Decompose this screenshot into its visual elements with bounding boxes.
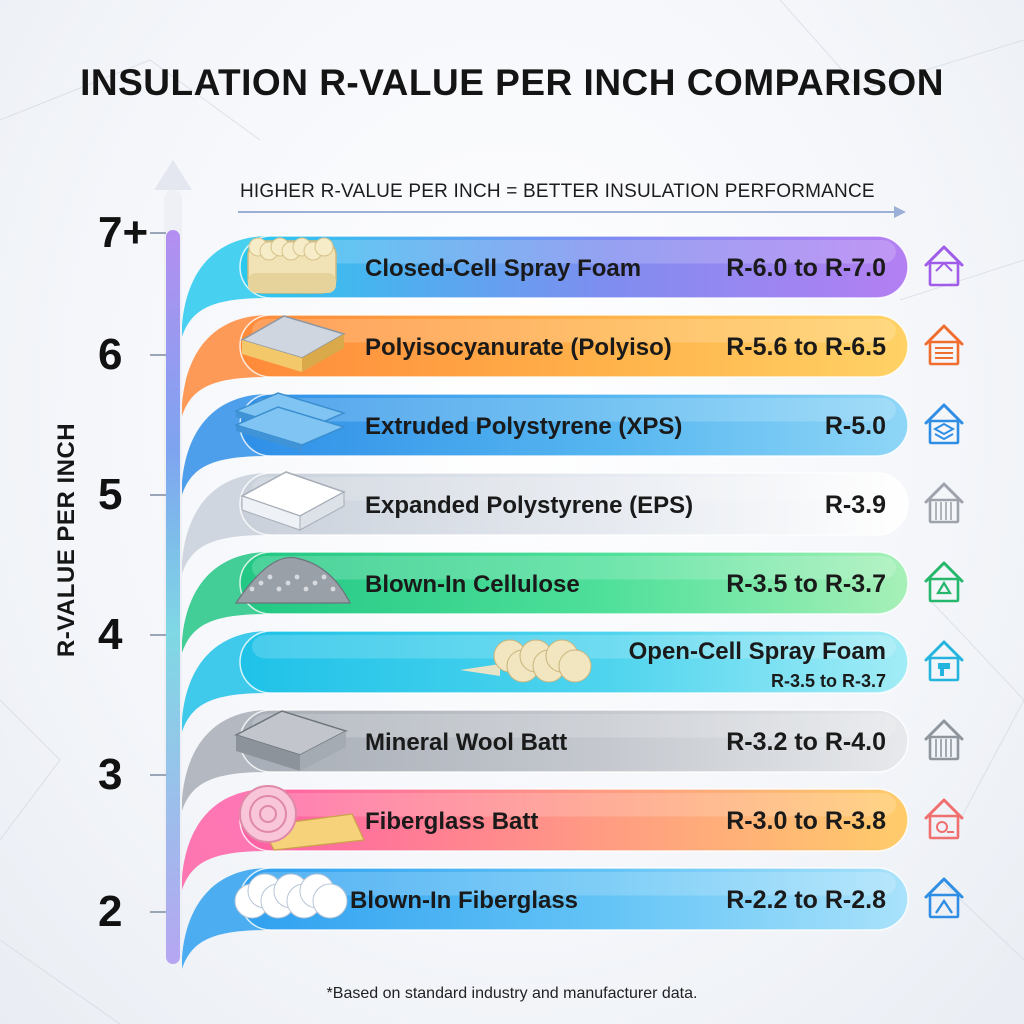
y-tick-label: 3 xyxy=(98,750,123,799)
chart-subtitle: HIGHER R-VALUE PER INCH = BETTER INSULAT… xyxy=(240,181,875,202)
foam-cloud-icon xyxy=(460,639,592,683)
category-label: Closed-Cell Spray Foam xyxy=(365,255,641,282)
xps-boards-icon xyxy=(233,392,347,451)
mineral-wool-slab-icon xyxy=(234,710,348,771)
house-spray-gun-icon xyxy=(924,640,964,682)
category-label: Mineral Wool Batt xyxy=(365,729,567,756)
footnote: *Based on standard industry and manufact… xyxy=(326,985,698,1002)
category-label: Fiberglass Batt xyxy=(365,808,538,835)
house-roll-icon xyxy=(924,798,964,840)
bar-row: Polyisocyanurate (Polyiso) R-5.6 to R-6.5 xyxy=(182,314,964,416)
house-stack-icon xyxy=(924,403,964,445)
bar-row: Mineral Wool Batt R-3.2 to R-4.0 xyxy=(182,709,964,811)
house-wool-icon xyxy=(924,719,964,761)
value-label: R-5.0 xyxy=(825,412,886,440)
bar xyxy=(239,472,909,536)
eps-block-icon xyxy=(240,471,346,531)
bar-row: Expanded Polystyrene (EPS) R-3.9 xyxy=(182,471,964,574)
house-attic-icon xyxy=(924,877,964,919)
bar xyxy=(239,551,909,615)
value-label: R-3.5 to R-3.7 xyxy=(726,570,886,598)
bar xyxy=(239,235,909,299)
value-label: R-6.0 to R-7.0 xyxy=(726,254,886,282)
blown-fiberglass-icon xyxy=(234,873,348,919)
y-tick-label: 7+ xyxy=(98,208,149,257)
category-label: Extruded Polystyrene (XPS) xyxy=(365,413,682,440)
fiberglass-roll-icon xyxy=(239,785,365,851)
bar-row: Open-Cell Spray Foam R-3.5 to R-3.7 xyxy=(182,630,964,732)
bar-row: Blown-In Fiberglass R-2.2 to R-2.8 xyxy=(182,867,964,969)
house-wall-icon xyxy=(924,482,964,524)
category-label: Expanded Polystyrene (EPS) xyxy=(365,492,693,519)
value-label: R-2.2 to R-2.8 xyxy=(726,886,886,914)
category-label: Open-Cell Spray Foam xyxy=(629,638,886,665)
bar-row: Extruded Polystyrene (XPS) R-5.0 xyxy=(182,392,964,495)
value-label: R-3.5 to R-3.7 xyxy=(771,671,886,691)
y-tick-label: 4 xyxy=(98,610,123,659)
value-label: R-3.0 to R-3.8 xyxy=(726,807,886,835)
bar xyxy=(239,314,909,378)
house-icon xyxy=(924,245,964,287)
category-label: Blown-In Cellulose xyxy=(365,571,580,598)
bar-row: Closed-Cell Spray Foam R-6.0 to R-7.0 xyxy=(182,235,964,337)
value-label: R-3.2 to R-4.0 xyxy=(726,728,886,756)
polyiso-board-icon xyxy=(240,315,346,372)
house-recycle-icon xyxy=(924,561,964,603)
value-label: R-3.9 xyxy=(825,491,886,519)
chart-title: INSULATION R-VALUE PER INCH COMPARISON xyxy=(80,62,944,103)
y-axis xyxy=(154,160,192,965)
bar-row: Fiberglass Batt R-3.0 to R-3.8 xyxy=(182,785,964,890)
bar-row: Blown-In Cellulose R-3.5 to R-3.7 xyxy=(182,551,964,653)
category-label: Blown-In Fiberglass xyxy=(350,887,578,914)
category-label: Polyisocyanurate (Polyiso) xyxy=(365,334,672,361)
y-tick-label: 5 xyxy=(98,470,123,519)
spray-foam-block-icon xyxy=(247,237,337,294)
value-label: R-5.6 to R-6.5 xyxy=(726,333,886,361)
y-tick-label: 2 xyxy=(98,887,123,936)
house-layers-icon xyxy=(924,324,964,366)
cellulose-pile-icon xyxy=(234,556,351,604)
y-tick-label: 6 xyxy=(98,330,123,379)
subtitle-arrow-icon xyxy=(238,206,906,218)
